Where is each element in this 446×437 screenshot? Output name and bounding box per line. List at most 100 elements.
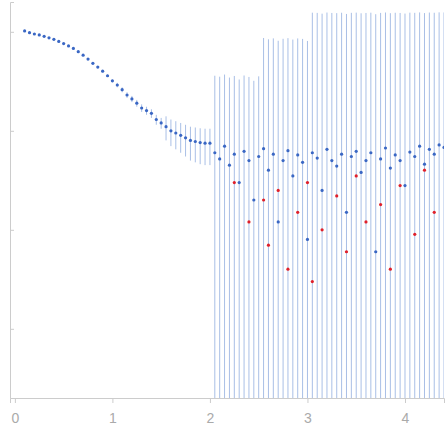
x-tick-label: 2 — [207, 410, 215, 426]
x-tick: 4 — [402, 398, 410, 426]
point — [91, 62, 94, 65]
error-bar — [404, 14, 405, 398]
error-bar — [195, 127, 196, 162]
x-tick: 0 — [11, 398, 19, 426]
point — [67, 44, 70, 47]
point — [286, 268, 289, 271]
error-bar — [322, 14, 323, 398]
point — [111, 79, 114, 82]
point — [184, 136, 187, 139]
point — [101, 70, 104, 73]
point — [272, 153, 275, 156]
point — [311, 280, 314, 283]
point — [199, 141, 202, 144]
y-tick — [10, 32, 14, 33]
point — [130, 97, 133, 100]
point — [433, 211, 436, 214]
point — [72, 47, 75, 50]
point — [62, 42, 65, 45]
error-bar — [287, 38, 288, 398]
error-bar — [390, 13, 391, 398]
point — [57, 40, 60, 43]
point — [33, 32, 36, 35]
point — [316, 156, 319, 159]
error-bar — [419, 12, 420, 398]
error-bar — [302, 39, 303, 398]
point — [320, 228, 323, 231]
points — [233, 169, 436, 284]
point — [277, 189, 280, 192]
point — [174, 131, 177, 134]
error-bar — [224, 75, 225, 398]
point — [247, 159, 250, 162]
point — [281, 159, 284, 162]
x-axis: 0 1 2 3 4 — [11, 398, 445, 426]
point — [320, 189, 323, 192]
error-bar — [307, 41, 308, 398]
x-tick-mark — [15, 398, 16, 403]
error-bar — [297, 38, 298, 398]
plot-area — [23, 12, 444, 398]
x-tick: 1 — [109, 398, 117, 426]
point — [82, 54, 85, 57]
x-tick-label: 4 — [402, 410, 410, 426]
point — [438, 143, 441, 146]
point — [233, 153, 236, 156]
x-tick-label: 3 — [304, 410, 312, 426]
point — [394, 153, 397, 156]
point — [355, 174, 358, 177]
error-bar — [268, 39, 269, 398]
error-bar — [263, 38, 264, 398]
point — [379, 157, 382, 160]
x-tick-mark — [210, 398, 211, 403]
x-tick: 2 — [207, 398, 215, 426]
point — [403, 184, 406, 187]
point — [369, 151, 372, 154]
point — [28, 31, 31, 34]
error-bar — [429, 13, 430, 398]
error-bar — [229, 78, 230, 398]
point — [335, 194, 338, 197]
point — [228, 164, 231, 167]
point — [242, 150, 245, 153]
point — [335, 165, 338, 168]
point — [257, 155, 260, 158]
error-bar — [414, 13, 415, 398]
y-axis — [10, 3, 14, 399]
x-tick-mark — [112, 398, 113, 403]
error-bar — [209, 129, 210, 165]
point — [355, 150, 358, 153]
error-bar — [180, 123, 181, 153]
error-bar — [200, 128, 201, 164]
error-bar — [170, 120, 171, 147]
y-tick-mark — [10, 230, 14, 231]
error-bar — [244, 75, 245, 398]
point — [423, 163, 426, 166]
point — [208, 142, 211, 145]
error-bar — [409, 13, 410, 398]
error-bar — [219, 77, 220, 398]
error-bar — [175, 121, 176, 149]
y-axis-line — [11, 3, 15, 399]
error-bar — [190, 127, 191, 161]
point — [408, 150, 411, 153]
point — [345, 250, 348, 253]
point — [301, 161, 304, 164]
points — [23, 29, 444, 253]
point — [47, 36, 50, 39]
y-tick — [10, 131, 14, 132]
error-bar — [292, 40, 293, 398]
point — [379, 203, 382, 206]
point — [194, 140, 197, 143]
point — [169, 129, 172, 132]
error-bar — [273, 38, 274, 398]
point — [389, 268, 392, 271]
y-tick-mark — [10, 131, 14, 132]
error-bar — [385, 12, 386, 398]
error-bar — [278, 41, 279, 398]
error-bar — [346, 14, 347, 398]
error-bar — [331, 13, 332, 398]
error-bar — [365, 13, 366, 398]
point — [160, 121, 163, 124]
point — [77, 50, 80, 53]
